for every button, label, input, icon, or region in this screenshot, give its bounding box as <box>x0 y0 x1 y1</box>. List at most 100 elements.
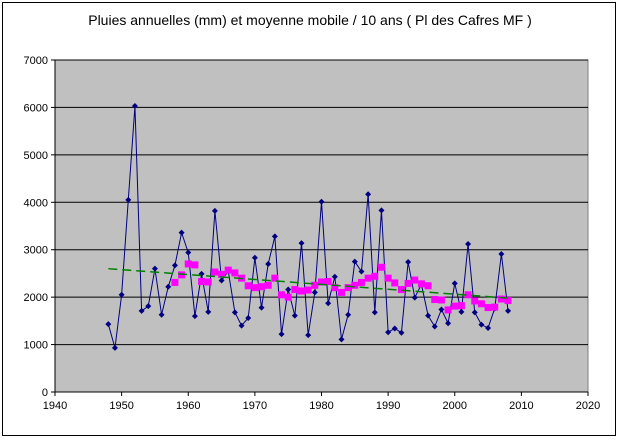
data-point <box>204 278 212 286</box>
series-3 <box>108 267 509 299</box>
data-point <box>244 282 252 290</box>
data-point <box>171 262 178 269</box>
data-point <box>411 276 419 284</box>
data-point <box>291 312 298 319</box>
data-point <box>364 274 372 282</box>
data-point <box>171 278 179 286</box>
data-point <box>371 309 378 316</box>
data-point <box>357 278 365 286</box>
data-point <box>151 265 158 272</box>
series-group <box>105 103 512 351</box>
data-point <box>344 284 352 292</box>
data-point <box>498 250 505 257</box>
data-point <box>331 284 339 292</box>
data-point <box>351 258 358 265</box>
data-point <box>185 249 192 256</box>
trend-line <box>108 267 509 299</box>
data-point <box>384 274 392 282</box>
data-point <box>391 325 398 332</box>
data-point <box>478 321 485 328</box>
series-2 <box>171 260 512 314</box>
data-point <box>145 303 152 310</box>
data-point <box>311 289 318 296</box>
data-point <box>305 332 312 339</box>
data-point <box>304 286 312 294</box>
data-point <box>378 207 385 214</box>
data-point <box>285 286 292 293</box>
data-point <box>451 302 459 310</box>
data-point <box>451 280 458 287</box>
y-tick-label: 3000 <box>24 245 48 257</box>
data-point <box>245 315 252 322</box>
x-tick-label: 1960 <box>176 400 200 412</box>
data-point <box>385 329 392 336</box>
data-point <box>138 307 145 314</box>
data-point <box>298 240 305 247</box>
data-point <box>437 296 445 304</box>
x-tick-label: 2020 <box>576 400 600 412</box>
data-point <box>205 308 212 315</box>
data-point <box>491 303 499 311</box>
data-point <box>278 291 286 299</box>
data-point <box>485 324 492 331</box>
data-point <box>504 296 512 304</box>
data-point <box>271 274 279 282</box>
y-tick-label: 6000 <box>24 102 48 114</box>
data-point <box>377 263 385 271</box>
y-tick-label: 0 <box>42 387 48 399</box>
x-tick-label: 2000 <box>443 400 467 412</box>
data-point <box>111 344 118 351</box>
data-point <box>191 313 198 320</box>
data-point <box>445 320 452 327</box>
data-point <box>444 306 452 314</box>
chart-title: Pluies annuelles (mm) et moyenne mobile … <box>88 12 532 28</box>
data-point <box>218 277 225 284</box>
data-point <box>265 260 272 267</box>
data-point <box>431 323 438 330</box>
data-point <box>258 304 265 311</box>
x-tick-label: 1990 <box>376 400 400 412</box>
data-point <box>417 280 425 288</box>
data-point <box>471 309 478 316</box>
data-point <box>324 277 332 285</box>
data-point <box>338 336 345 343</box>
data-point <box>264 281 272 289</box>
data-point <box>218 270 226 278</box>
data-point <box>224 266 232 274</box>
data-point <box>398 329 405 336</box>
data-point <box>251 284 259 292</box>
data-point <box>438 306 445 313</box>
data-point <box>271 233 278 240</box>
data-point <box>431 296 439 304</box>
data-point <box>318 198 325 205</box>
data-point <box>471 297 479 305</box>
data-point <box>258 283 266 291</box>
data-point <box>191 261 199 269</box>
data-point <box>371 272 379 280</box>
data-point <box>284 293 292 301</box>
y-tick-label: 1000 <box>24 340 48 352</box>
data-point <box>424 282 432 290</box>
x-tick-label: 1980 <box>309 400 333 412</box>
y-tick-label: 5000 <box>24 150 48 162</box>
data-point <box>298 287 306 295</box>
data-point <box>118 291 125 298</box>
data-point <box>278 331 285 338</box>
data-point <box>184 260 192 268</box>
data-point <box>458 308 465 315</box>
data-point <box>497 295 505 303</box>
y-tick-label: 7000 <box>24 55 48 67</box>
data-point <box>405 259 412 266</box>
data-point <box>178 271 186 279</box>
x-tick-label: 1950 <box>109 400 133 412</box>
data-point <box>211 268 219 276</box>
data-point <box>345 311 352 318</box>
data-point <box>318 278 325 286</box>
data-point <box>505 307 512 314</box>
data-point <box>397 286 405 294</box>
data-point <box>105 321 112 328</box>
data-point <box>291 286 299 294</box>
data-point <box>331 273 338 280</box>
data-point <box>337 288 345 296</box>
data-point <box>425 312 432 319</box>
